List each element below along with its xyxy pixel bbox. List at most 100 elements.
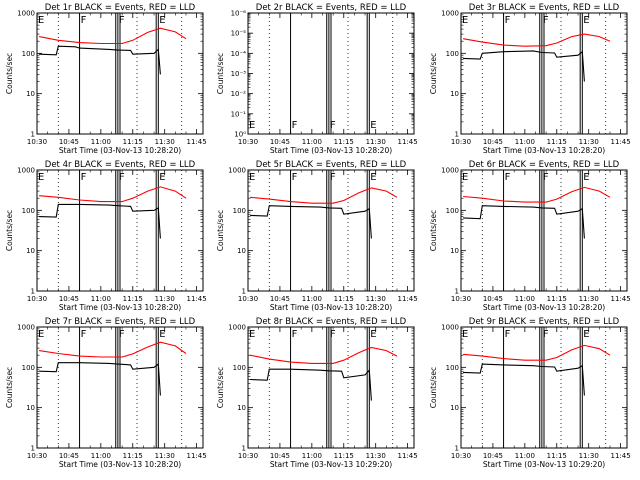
x-tick-label: 10:30 [238,452,258,460]
x-tick-label: 11:30 [579,452,599,460]
x-tick-label: 11:15 [547,452,567,460]
x-tick-label: 11:45 [611,295,631,303]
plot-frame [247,169,415,292]
x-tick-label: 11:45 [611,452,631,460]
x-tick-label: 10:45 [270,452,290,460]
y-tick-label: 10⁻² [231,90,247,98]
event-label: F [292,172,298,183]
event-label: F [330,329,336,340]
event-label: E [38,172,44,183]
y-tick-label: 1000 [17,324,35,332]
event-label: F [505,172,511,183]
plot-frame [460,169,628,292]
y-axis-label: Counts/sec [216,53,225,94]
panel-title: Det 7r BLACK = Events, RED = LLD [45,317,196,327]
series-lld-line [249,346,398,364]
event-label: F [119,329,125,340]
x-tick-label: 11:30 [155,138,175,146]
event-label: F [119,15,125,26]
y-tick-label: 10⁻³ [231,70,247,78]
y-tick-label: 100 [22,207,35,215]
y-tick-label: 1000 [17,167,35,175]
event-label: F [505,15,511,26]
event-label: E [159,329,165,340]
y-tick-label: 1 [455,131,459,139]
y-tick-label: 100 [233,207,246,215]
x-tick-label: 11:45 [187,295,207,303]
y-tick-label: 1 [455,288,459,296]
y-tick-label: 1 [242,445,246,453]
event-label: F [81,15,87,26]
x-tick-label: 11:00 [302,138,322,146]
x-tick-label: 11:45 [398,452,418,460]
x-tick-label: 11:15 [547,138,567,146]
y-tick-label: 1000 [441,10,459,18]
x-tick-label: 10:45 [59,295,79,303]
x-axis-label: Start Time (03-Nov-13 10:29:20) [483,460,605,469]
y-tick-label: 10⁰ [234,131,246,139]
x-tick-label: 11:30 [366,138,386,146]
x-tick-label: 11:15 [123,452,143,460]
series-events-line [39,203,161,239]
event-label: F [330,172,336,183]
panel-title: Det 8r BLACK = Events, RED = LLD [256,317,407,327]
event-label: F [292,329,298,340]
y-tick-label: 100 [446,364,459,372]
series-events-line [463,205,585,239]
panel-title: Det 6r BLACK = Events, RED = LLD [469,160,620,170]
series-events-line [463,363,585,396]
y-tick-label: 10 [450,90,459,98]
event-label: F [543,172,549,183]
x-tick-label: 10:45 [483,452,503,460]
panel-title: Det 2r BLACK = Events, RED = LLD [256,3,407,13]
x-tick-label: 10:45 [59,138,79,146]
x-tick-label: 10:30 [27,138,47,146]
y-axis-label: Counts/sec [429,210,438,251]
y-axis-label: Counts/sec [429,53,438,94]
x-tick-label: 10:30 [451,452,471,460]
y-tick-label: 10 [26,404,35,412]
y-tick-label: 1000 [441,167,459,175]
x-tick-label: 11:30 [579,295,599,303]
y-tick-label: 10⁻⁴ [231,50,247,58]
y-tick-label: 100 [233,364,246,372]
event-label: E [370,172,376,183]
y-tick-label: 100 [22,50,35,58]
y-tick-label: 1000 [441,324,459,332]
series-lld-line [463,344,611,361]
plot-frame [460,326,628,449]
series-lld-line [39,341,187,358]
x-tick-label: 11:15 [123,138,143,146]
x-tick-label: 10:45 [270,138,290,146]
event-label: E [38,15,44,26]
y-tick-label: 10⁻⁵ [231,30,247,38]
panel-title: Det 4r BLACK = Events, RED = LLD [45,160,196,170]
x-tick-label: 11:45 [611,138,631,146]
x-tick-label: 11:00 [91,452,111,460]
x-tick-label: 11:00 [91,138,111,146]
event-label: E [159,15,165,26]
series-events-line [250,205,372,239]
panel-title: Det 1r BLACK = Events, RED = LLD [45,3,196,13]
event-label: F [505,329,511,340]
plot-frame [36,326,204,449]
event-label: F [81,329,87,340]
event-label: F [543,15,549,26]
plot-frame [247,326,415,449]
event-label: E [583,172,589,183]
event-label: E [583,329,589,340]
x-tick-label: 10:30 [238,295,258,303]
x-axis-label: Start Time (03-Nov-13 10:28:20) [59,146,181,155]
x-tick-label: 10:30 [451,138,471,146]
x-tick-label: 11:30 [366,452,386,460]
event-label: E [583,15,589,26]
x-tick-label: 10:30 [27,295,47,303]
x-tick-label: 11:00 [91,295,111,303]
x-tick-label: 10:45 [59,452,79,460]
y-tick-label: 1 [31,288,35,296]
event-label: E [462,15,468,26]
